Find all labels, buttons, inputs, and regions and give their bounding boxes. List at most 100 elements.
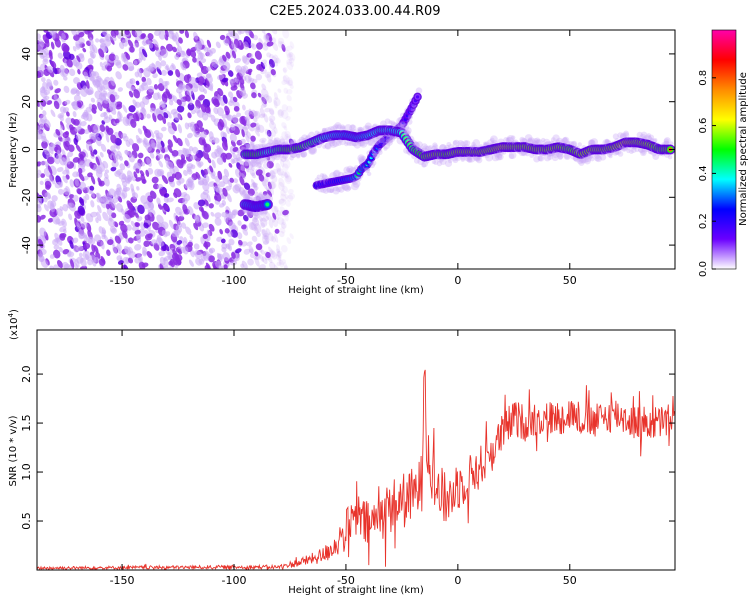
noise-blob — [286, 89, 293, 95]
noise-blob — [183, 169, 188, 176]
noise-blob — [139, 170, 145, 177]
main-ridge-halo — [413, 141, 419, 146]
noise-blob — [234, 168, 242, 178]
noise-blob — [106, 149, 112, 155]
noise-blob — [269, 139, 276, 147]
main-ridge-halo — [372, 136, 381, 145]
noise-blob — [40, 99, 47, 107]
main-ridge-halo — [663, 138, 670, 145]
noise-blob — [146, 113, 151, 119]
noise-blob — [62, 46, 70, 53]
noise-blob — [48, 174, 53, 183]
noise-blob — [176, 149, 184, 157]
noise-blob — [251, 43, 257, 50]
noise-blob — [62, 248, 70, 255]
noise-blob — [243, 36, 252, 46]
noise-blob — [271, 55, 278, 64]
noise-blob — [83, 242, 91, 250]
noise-blob — [53, 249, 61, 259]
noise-blob — [168, 176, 175, 183]
noise-blob — [263, 34, 270, 42]
noise-blob — [214, 217, 222, 226]
noise-blob — [251, 109, 257, 117]
noise-blob — [257, 92, 262, 98]
noise-blob — [253, 254, 260, 260]
noise-blob — [118, 220, 125, 226]
noise-blob — [280, 221, 287, 229]
noise-blob — [283, 87, 289, 94]
noise-blob — [149, 151, 155, 159]
noise-blob — [103, 38, 112, 47]
noise-blob — [237, 209, 245, 217]
noise-blob — [290, 61, 295, 67]
noise-blob — [278, 231, 285, 238]
noise-blob — [44, 38, 50, 48]
rising-branch-halo — [344, 185, 351, 192]
noise-blob — [234, 77, 239, 84]
colorbar-tick-label: 0.0 — [698, 261, 709, 277]
noise-blob — [110, 212, 117, 219]
noise-blob — [89, 44, 95, 54]
main-ridge-halo — [436, 160, 443, 167]
noise-blob — [143, 240, 150, 247]
noise-blob — [168, 219, 175, 229]
noise-blob — [240, 116, 247, 127]
noise-blob — [177, 124, 183, 134]
noise-blob — [230, 158, 236, 164]
noise-blob — [200, 236, 204, 245]
noise-blob — [199, 131, 207, 139]
noise-blob — [122, 64, 129, 71]
noise-blob — [50, 41, 55, 50]
noise-blob — [118, 172, 126, 180]
noise-blob — [197, 52, 205, 60]
noise-blob — [248, 52, 254, 59]
noise-blob — [263, 175, 269, 183]
noise-blob — [49, 254, 55, 259]
noise-blob — [276, 244, 281, 253]
noise-blob — [89, 37, 94, 46]
noise-blob — [210, 172, 216, 180]
noise-blob — [68, 213, 73, 221]
main-ridge-halo — [638, 147, 644, 153]
main-ridge-halo — [428, 145, 433, 150]
noise-blob — [136, 186, 140, 191]
noise-blob — [137, 152, 144, 159]
main-ridge-halo — [280, 155, 287, 162]
noise-blob — [150, 139, 156, 149]
main-ridge-halo — [649, 137, 655, 143]
noise-blob — [44, 180, 52, 189]
noise-blob — [280, 173, 285, 179]
noise-blob — [97, 204, 102, 214]
noise-blob — [152, 38, 159, 48]
noise-blob — [238, 239, 243, 246]
main-ridge-halo — [576, 157, 584, 165]
noise-blob — [79, 196, 85, 206]
rising-branch-halo — [407, 114, 413, 120]
noise-blob — [266, 41, 274, 47]
noise-blob — [100, 199, 107, 209]
noise-blob — [75, 89, 80, 95]
rising-branch-halo — [329, 188, 334, 194]
noise-blob — [184, 122, 190, 130]
noise-blob — [93, 149, 98, 155]
main-ridge-halo — [421, 143, 428, 150]
noise-blob — [286, 105, 293, 113]
main-ridge-halo — [349, 141, 354, 147]
noise-blob — [139, 101, 146, 109]
noise-blob — [268, 36, 273, 42]
noise-blob — [265, 185, 271, 192]
noise-blob — [254, 257, 260, 267]
noise-blob — [79, 265, 88, 269]
noise-blob — [100, 84, 106, 92]
main-ridge-halo — [613, 149, 620, 155]
noise-blob — [59, 114, 64, 122]
colorbar-tick-label: 0.8 — [698, 70, 709, 86]
noise-blob — [265, 228, 271, 236]
noise-blob — [158, 250, 166, 257]
noise-blob — [228, 162, 233, 168]
noise-blob — [174, 171, 182, 181]
noise-blob — [203, 143, 212, 153]
noise-blob — [276, 167, 282, 176]
noise-blob — [137, 253, 143, 263]
noise-blob — [273, 54, 279, 64]
